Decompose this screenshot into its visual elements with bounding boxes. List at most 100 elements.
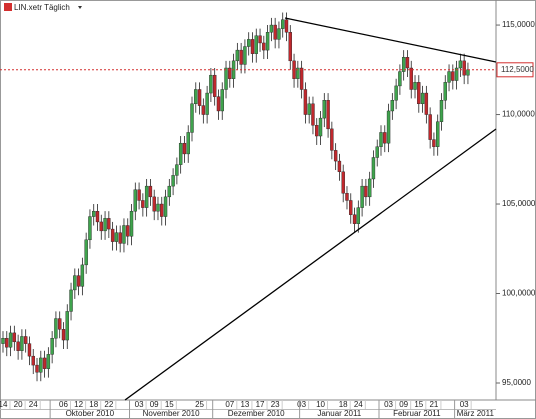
candle-body <box>220 89 224 112</box>
candle-body <box>428 114 432 140</box>
candle-body <box>144 185 149 208</box>
candle-body <box>424 92 429 115</box>
candle-body <box>246 39 251 47</box>
candle-body <box>458 60 463 69</box>
candle-body <box>375 146 379 158</box>
month-label: März 2011 <box>457 409 495 418</box>
candle-body <box>224 67 228 90</box>
candle-body <box>311 103 315 126</box>
candle-body <box>80 264 85 287</box>
candle-body <box>326 100 330 130</box>
chart-title: LIN.xetr Täglich <box>14 3 70 12</box>
candle-body <box>333 150 338 162</box>
candle-body <box>307 103 311 115</box>
x-tick-label: 23 <box>271 400 280 409</box>
x-tick-label: 18 <box>339 400 348 409</box>
candle-body <box>417 82 421 105</box>
candle-body <box>118 232 122 244</box>
support-trendline <box>124 128 497 401</box>
candle-body <box>141 200 145 208</box>
candle-body <box>69 289 73 312</box>
candle-body <box>352 214 357 224</box>
candle-body <box>122 225 126 244</box>
x-tick-label: 03 <box>297 400 306 409</box>
candle-body <box>262 42 266 51</box>
candle-body <box>54 318 58 339</box>
y-tick-label: 100,0000 <box>502 289 536 298</box>
candle-body <box>58 318 62 330</box>
candle-body <box>8 332 13 348</box>
candle-body <box>265 32 270 51</box>
x-tick-label: 17 <box>256 400 265 409</box>
x-tick-label: 13 <box>240 400 249 409</box>
candle-body <box>394 85 398 101</box>
candle-body <box>443 82 447 101</box>
candle-body <box>243 46 247 65</box>
candle-body <box>114 232 119 242</box>
candle-body <box>462 60 466 76</box>
candle-body <box>401 57 406 72</box>
candle-body <box>432 139 436 147</box>
candle-body <box>84 239 88 266</box>
candle-body <box>284 19 289 33</box>
candle-body <box>303 89 308 115</box>
x-tick-label: 03 <box>384 400 393 409</box>
candle-body <box>318 117 323 137</box>
candle-body <box>299 67 304 90</box>
candle-body <box>330 128 334 151</box>
candle-body <box>371 157 376 180</box>
candle-body <box>322 100 326 119</box>
dropdown-arrow[interactable] <box>78 6 82 9</box>
candle-body <box>61 329 66 341</box>
candle-body <box>315 125 319 137</box>
candle-body <box>107 218 111 230</box>
month-label: November 2010 <box>143 409 200 418</box>
y-tick-label: 95,0000 <box>502 378 531 387</box>
x-tick-label: 14 <box>0 400 8 409</box>
candle-body <box>46 354 51 369</box>
candle-body <box>137 189 141 201</box>
candle-body <box>5 338 9 348</box>
candle-body <box>235 49 240 62</box>
month-label: Oktober 2010 <box>66 409 115 418</box>
candle-body <box>436 121 440 147</box>
candle-body <box>110 228 115 242</box>
candle-body <box>148 185 153 198</box>
x-tick-label: 09 <box>399 400 408 409</box>
candle-body <box>239 49 243 65</box>
plot-area <box>1 12 470 382</box>
candle-body <box>420 92 425 105</box>
candle-body <box>42 357 47 369</box>
candle-body <box>194 89 198 105</box>
candle-body <box>364 185 368 198</box>
candle-body <box>398 71 402 87</box>
candle-body <box>175 164 179 176</box>
candle-body <box>205 92 209 115</box>
candle-body <box>258 35 262 44</box>
candle-body <box>337 160 342 173</box>
candle-body <box>250 39 255 54</box>
x-tick-label: 20 <box>14 400 23 409</box>
x-tick-label: 18 <box>89 400 98 409</box>
candle-body <box>409 67 413 90</box>
last-price-label: 112,5000 <box>501 65 534 74</box>
candle-body <box>65 311 69 341</box>
candle-body <box>367 178 372 198</box>
x-tick-label: 25 <box>195 400 204 409</box>
x-tick-label: 24 <box>354 400 363 409</box>
candle-body <box>356 207 361 224</box>
candle-body <box>466 69 470 76</box>
candle-body <box>439 100 444 122</box>
candle-body <box>171 175 175 187</box>
x-tick-label: 15 <box>165 400 174 409</box>
candle-body <box>133 189 138 212</box>
x-tick-label: 22 <box>104 400 113 409</box>
candle-body <box>23 336 28 344</box>
candle-body <box>76 275 81 287</box>
candle-body <box>12 332 17 343</box>
candle-body <box>163 196 168 217</box>
candle-body <box>88 216 92 241</box>
y-tick-label: 110,0000 <box>502 110 535 119</box>
candle-body <box>228 67 232 79</box>
